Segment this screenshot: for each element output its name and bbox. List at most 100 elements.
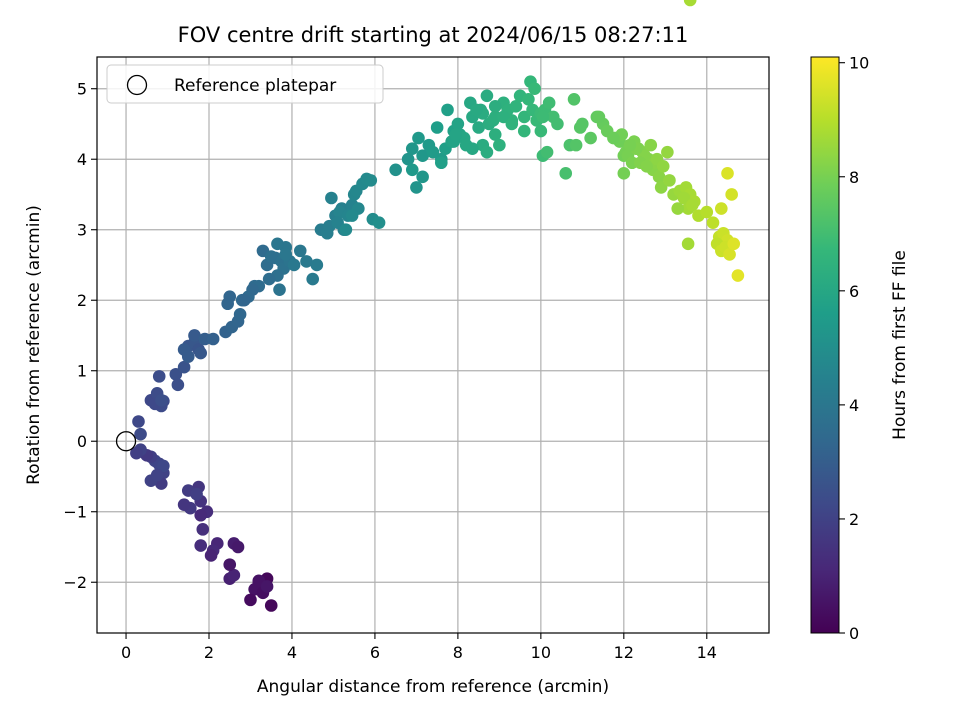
data-point [264,599,278,612]
data-point [339,223,353,237]
colorbar-tick-label: 4 [849,396,859,415]
y-axis-ticks: −2 −1 0 1 2 3 4 5 [63,80,97,592]
data-point [389,163,402,177]
data-point [231,540,245,554]
data-point [540,145,554,159]
data-point [181,350,195,363]
colorbar-tick-label: 0 [849,624,859,643]
data-point [416,149,429,163]
y-tick-label: 3 [77,221,87,240]
data-point [681,237,695,251]
data-point [426,145,440,159]
data-point [405,142,419,155]
data-point [517,124,531,138]
data-point [466,142,479,155]
data-point [517,110,531,124]
data-point [451,117,465,131]
data-point [227,568,241,582]
data-point [536,110,550,124]
y-tick-label: −1 [63,503,87,522]
data-point [416,170,429,184]
data-point [306,272,320,286]
data-point [152,370,166,383]
x-tick-label: 14 [697,643,717,662]
colorbar-label: Hours from first FF file [890,250,910,440]
y-tick-label: 0 [77,432,87,451]
data-point [287,258,301,272]
data-point [364,174,378,187]
x-tick-label: 8 [453,643,463,662]
y-tick-label: 5 [77,80,87,99]
x-tick-label: 12 [614,643,634,662]
data-point [206,332,220,346]
data-point [493,138,506,152]
colorbar-tick-label: 10 [849,54,869,73]
data-point [331,216,344,229]
data-point [723,248,736,261]
data-point [505,117,519,131]
data-point [567,93,581,106]
data-point [551,117,564,131]
data-point [671,202,685,215]
data-point [617,167,631,180]
data-point [725,188,738,201]
data-point [405,163,419,177]
y-tick-label: 4 [77,150,87,169]
data-point [325,191,338,205]
data-point [154,394,168,407]
data-point [132,415,145,428]
data-point [700,205,714,219]
data-point [488,100,502,113]
data-point [714,202,728,215]
x-tick-label: 0 [121,643,131,662]
reference-point [115,431,137,452]
data-point [654,181,668,194]
data-point [661,145,674,159]
x-tick-label: 6 [370,643,380,662]
data-point [345,209,359,222]
data-point [449,128,463,141]
data-point [706,216,720,229]
data-point [644,138,658,152]
data-point [310,258,324,272]
x-tick-label: 2 [204,643,214,662]
colorbar-tick-label: 8 [849,168,859,187]
data-point [497,110,510,124]
data-point [300,255,313,268]
x-tick-label: 10 [531,643,551,662]
colorbar [810,56,840,634]
y-tick-label: −2 [63,573,87,592]
data-point [656,159,670,173]
x-axis-label: Angular distance from reference (arcmin) [257,677,609,697]
data-point [434,156,448,170]
data-point [470,103,483,117]
data-point [677,191,691,205]
data-point [244,593,257,607]
data-point [223,558,237,571]
data-point [488,128,502,141]
data-point [509,100,523,113]
colorbar-tick-label: 2 [849,510,859,529]
data-point [177,360,191,374]
data-point [685,198,699,212]
data-point [528,82,541,96]
y-axis-label: Rotation from reference (arcmin) [24,205,44,485]
legend: Reference platepar [106,64,384,104]
data-point [190,487,203,501]
data-point [221,297,234,311]
y-tick-label: 2 [77,291,87,310]
data-point [134,427,147,441]
data-point [480,89,494,103]
data-point [194,539,208,552]
data-point [194,346,208,360]
data-point [623,138,637,152]
data-point [273,283,286,296]
data-point [171,378,185,392]
data-point [721,167,734,180]
legend-entry: Reference platepar [174,76,336,96]
data-point [262,272,276,286]
data-point [607,131,620,145]
data-point [584,131,597,145]
data-point [559,167,573,180]
data-point [194,508,208,522]
